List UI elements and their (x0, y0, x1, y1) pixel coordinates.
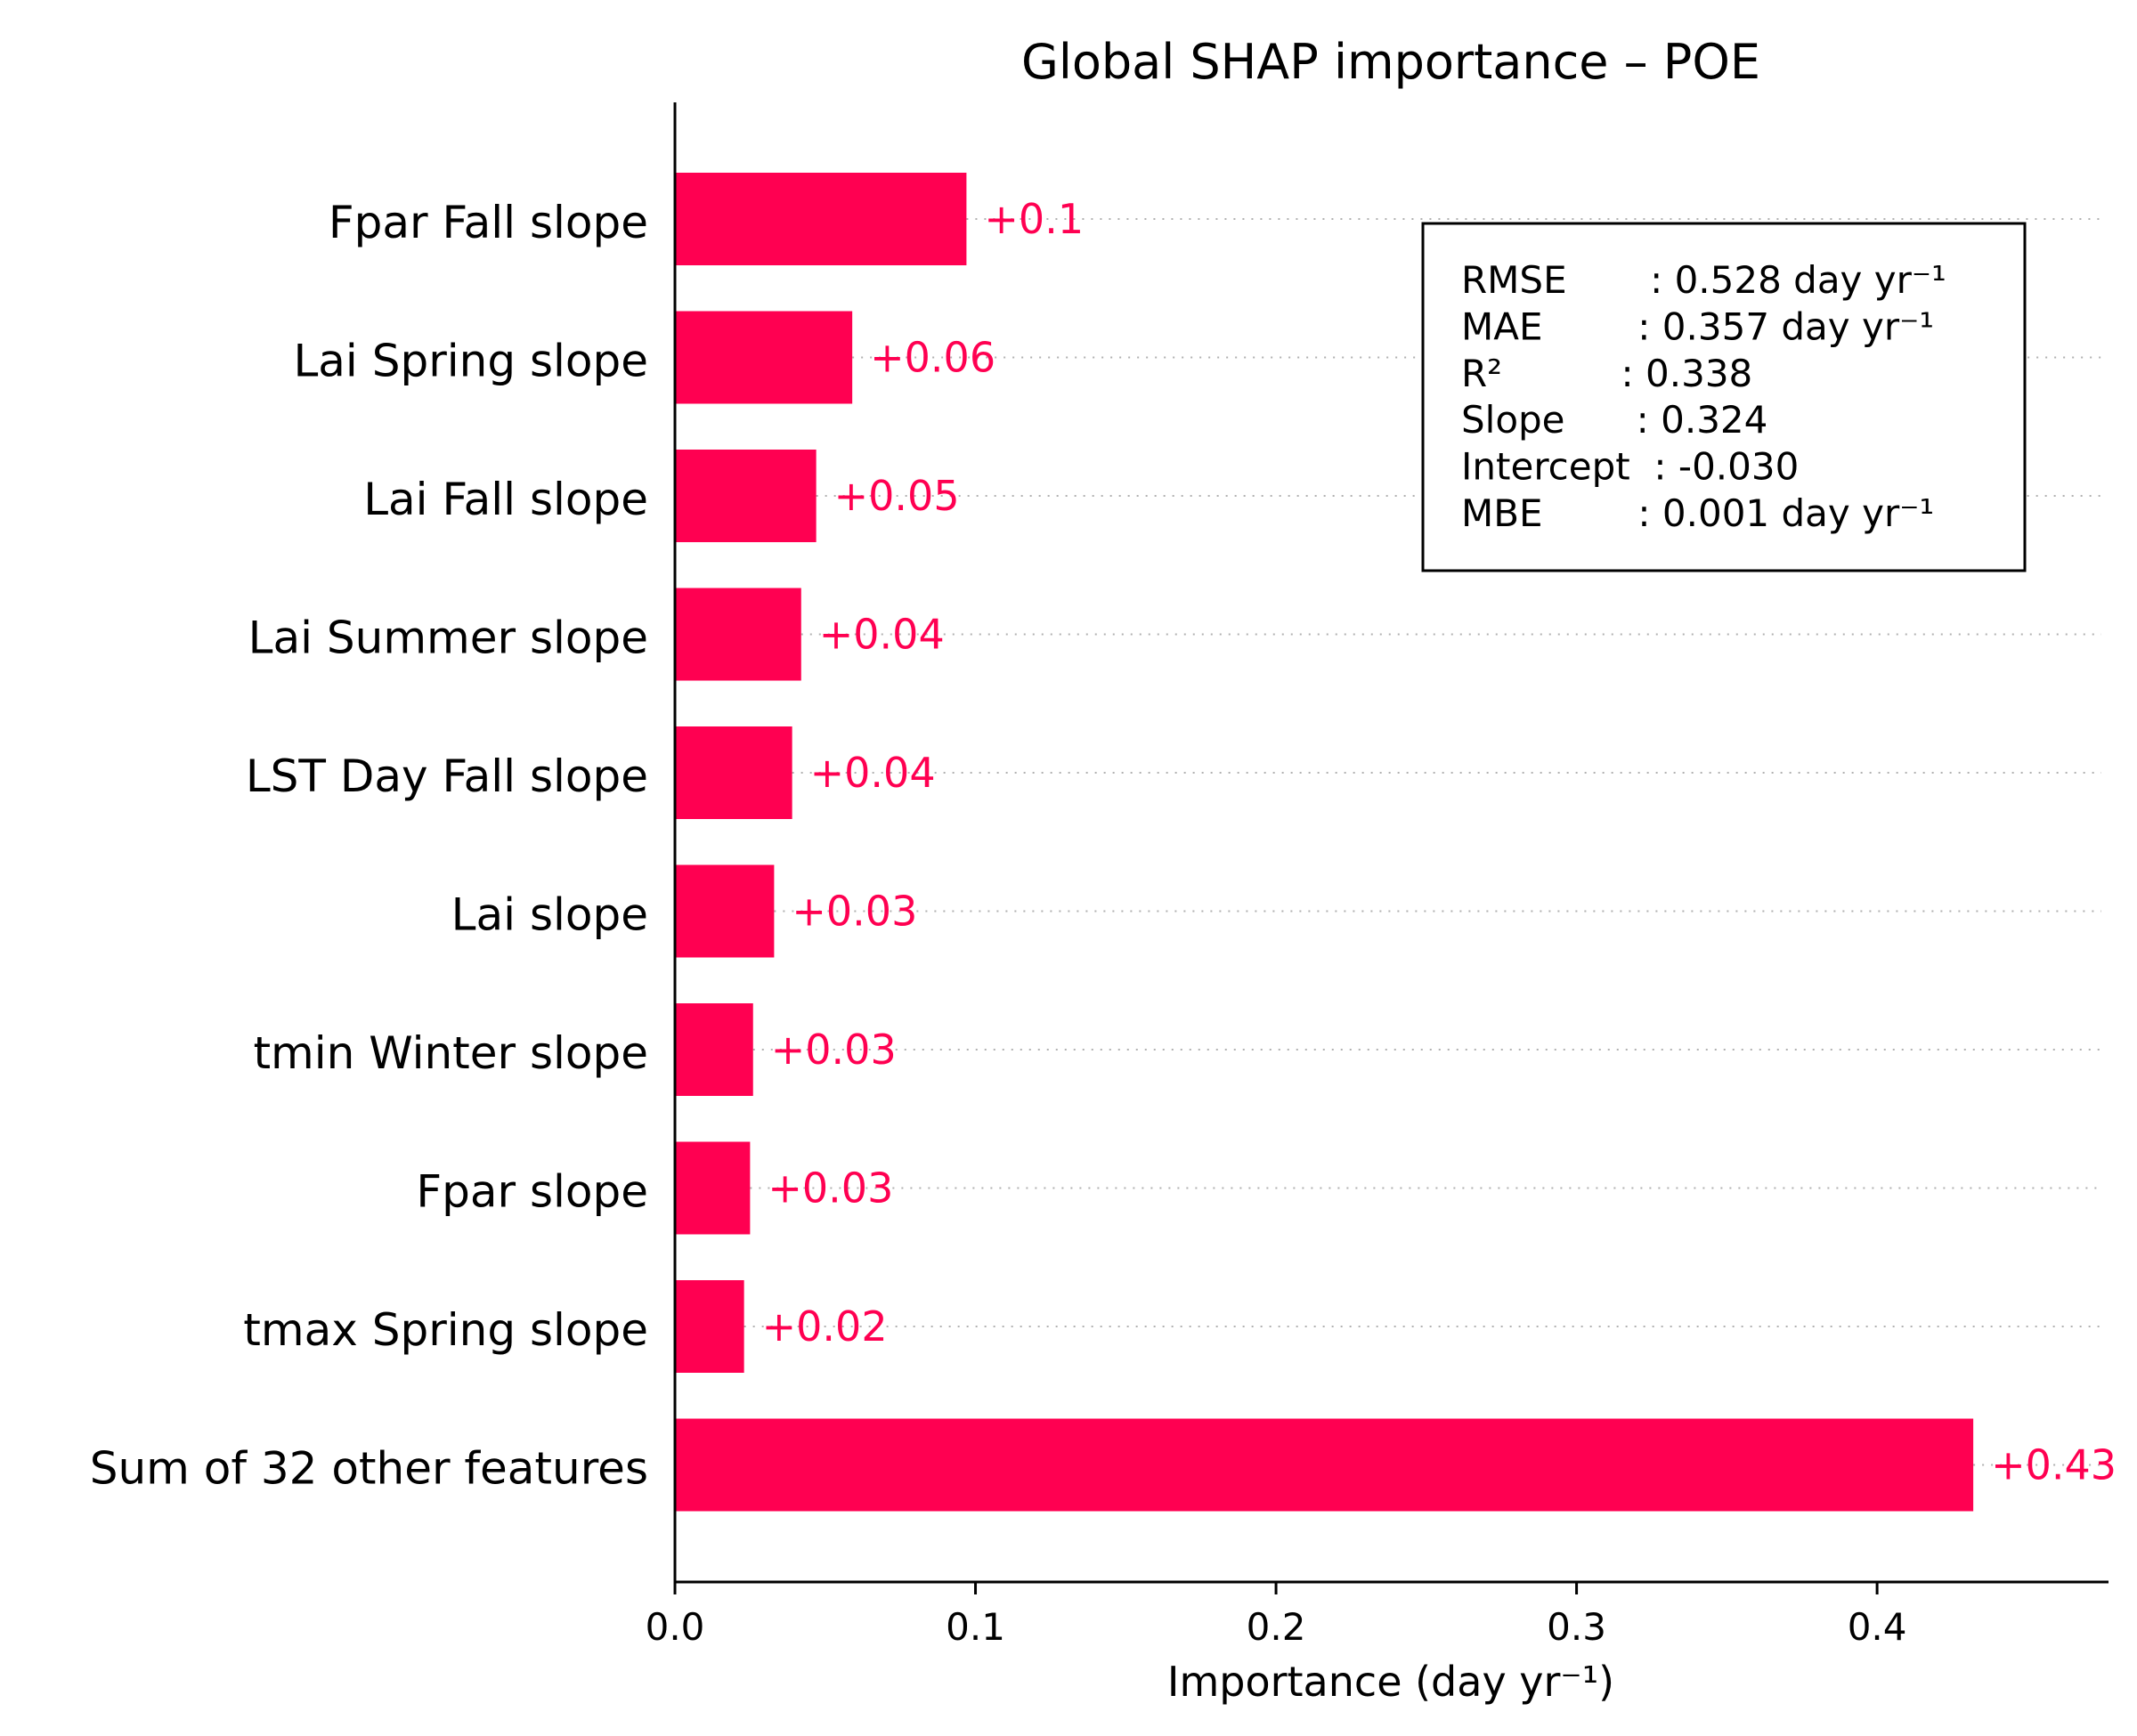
category-label: Sum of 32 other features (90, 1443, 648, 1495)
bar (675, 450, 817, 542)
x-ticks: 0.0 0.1 0.2 0.3 0.4 (646, 1582, 1907, 1649)
stats-line: MAE : 0.357 day yr⁻¹ (1461, 304, 1934, 348)
bar (675, 173, 967, 265)
bar (675, 1003, 753, 1096)
bar-value-label: +0.02 (762, 1302, 888, 1351)
category-label: tmin Winter slope (253, 1027, 648, 1079)
stats-line: MBE : 0.001 day yr⁻¹ (1461, 491, 1934, 535)
bar (675, 1141, 751, 1235)
bar-value-label: +0.04 (810, 749, 936, 797)
category-label: Lai Spring slope (293, 336, 648, 387)
category-label: tmax Spring slope (243, 1304, 648, 1356)
bar-value-label: +0.04 (819, 611, 945, 659)
value-labels: +0.1 +0.06 +0.05 +0.04 +0.04 +0.03 +0.03 +0.03 +… (762, 195, 2117, 1489)
category-label: LST Day Fall slope (246, 750, 648, 802)
category-labels: Fpar Fall slope Lai Spring slope Lai Fall … (90, 197, 648, 1495)
x-tick-label: 0.4 (1848, 1605, 1907, 1649)
bar (675, 864, 775, 958)
category-label: Lai Fall slope (363, 474, 648, 525)
stats-line: R² : 0.338 (1461, 352, 1752, 395)
x-axis-label: Importance (day yr⁻¹) (1167, 1658, 1614, 1706)
bar-value-label: +0.1 (984, 195, 1084, 243)
x-tick-label: 0.2 (1247, 1605, 1306, 1649)
category-label: Fpar slope (416, 1166, 648, 1218)
bar (675, 726, 792, 819)
stats-line: RMSE : 0.528 day yr⁻¹ (1461, 258, 1946, 302)
stats-line: Intercept : -0.030 (1461, 445, 1799, 489)
x-tick-label: 0.1 (946, 1605, 1005, 1649)
x-tick-label: 0.0 (646, 1605, 705, 1649)
bar-value-label: +0.06 (870, 334, 995, 382)
bar (675, 588, 801, 681)
stats-box-frame (1421, 222, 2027, 572)
bar-value-label: +0.43 (1991, 1441, 2117, 1489)
bars (675, 173, 1974, 1512)
bar-value-label: +0.03 (771, 1026, 897, 1074)
bar-value-label: +0.05 (834, 472, 960, 520)
chart-title: Global SHAP importance – POE (1021, 34, 1760, 90)
category-label: Lai Summer slope (248, 612, 648, 664)
bar (675, 311, 853, 404)
bar (675, 1280, 744, 1373)
x-tick-label: 0.3 (1547, 1605, 1606, 1649)
category-label: Lai slope (451, 889, 648, 941)
category-label: Fpar Fall slope (329, 197, 648, 248)
bar-value-label: +0.03 (768, 1164, 893, 1213)
stats-line: Slope : 0.324 (1461, 398, 1767, 442)
bar-value-label: +0.03 (792, 888, 917, 936)
bar (675, 1418, 1974, 1512)
